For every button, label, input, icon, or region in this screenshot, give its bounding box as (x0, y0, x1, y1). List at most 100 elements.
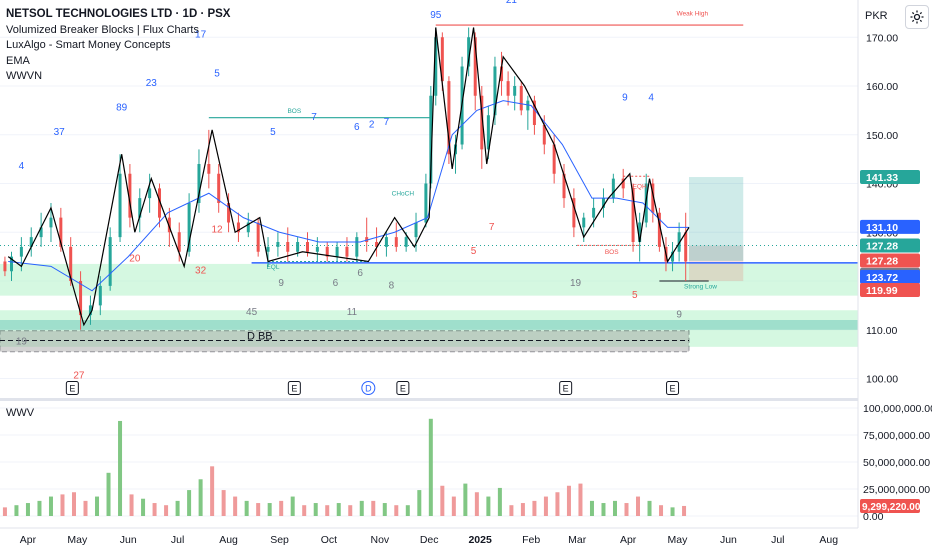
indicator-label[interactable]: WWVN (6, 70, 43, 82)
candle-body (236, 222, 240, 233)
candle-body (513, 86, 517, 96)
candle-body (365, 237, 369, 242)
candle-body (256, 222, 260, 252)
wave-label: 9 (676, 310, 682, 321)
chart-settings-button[interactable] (905, 5, 929, 29)
event-marker-box (65, 381, 79, 395)
candle-body (631, 188, 635, 242)
candle-body (532, 100, 536, 125)
event-marker: D (361, 381, 376, 395)
volume-bar (394, 505, 399, 516)
wave-label: 89 (116, 102, 128, 113)
price-tick-label: 170.00 (866, 32, 898, 44)
volume-bar (14, 505, 19, 516)
wave-label: 9 (622, 93, 628, 104)
candle-body (3, 261, 7, 272)
candle (227, 193, 231, 233)
candle (236, 212, 240, 242)
volume-bar (25, 503, 30, 516)
candle-body (375, 242, 379, 247)
wave-label: 27 (73, 371, 85, 382)
volume-pane-label[interactable]: WWV (6, 407, 35, 419)
candle-body (440, 37, 444, 82)
time-tick-label: Nov (371, 534, 390, 546)
volume-bar (313, 503, 318, 516)
candle (532, 95, 536, 135)
candle-body (148, 188, 152, 199)
wave-label: 32 (195, 266, 207, 277)
price-badge-bg (860, 170, 920, 185)
candle (39, 212, 43, 247)
time-tick-label: Jul (771, 534, 784, 546)
candle-body (79, 281, 83, 316)
candle (217, 164, 221, 213)
currency-label[interactable]: PKR (865, 10, 888, 22)
candle (10, 251, 14, 281)
event-marker-label: E (400, 384, 406, 394)
wave-label: 37 (54, 127, 66, 138)
volume-badge-bg (860, 498, 920, 513)
volume-bar (509, 505, 514, 516)
time-tick-label: Feb (522, 534, 540, 546)
candle (414, 212, 418, 252)
candle (552, 134, 556, 184)
volume-bar (60, 494, 65, 516)
candle-body (335, 246, 339, 257)
candle (500, 51, 504, 96)
candle-body (552, 144, 556, 174)
time-tick-label: Apr (20, 534, 37, 546)
price-badge-bg (860, 269, 920, 284)
wave-label: 19 (16, 336, 28, 347)
event-marker-label: D (365, 384, 372, 394)
volume-bar (405, 505, 410, 516)
candle (384, 232, 388, 257)
candle-body (506, 81, 510, 96)
time-tick-label: Jun (720, 534, 737, 546)
volume-bar (566, 485, 571, 516)
indicator-label[interactable]: EMA (6, 54, 30, 67)
candle-body (167, 217, 171, 233)
event-marker-box (287, 381, 301, 395)
volume-bar (359, 500, 364, 516)
candle-body (500, 66, 504, 82)
volume-bar (233, 496, 238, 516)
candle (335, 242, 339, 262)
time-tick-label: Jul (171, 534, 184, 546)
indicator-label[interactable]: Volumized Breaker Blocks | Flux Charts (6, 23, 199, 36)
volume-bar (555, 492, 560, 516)
zones-layer (0, 177, 858, 353)
zigzag-line (7, 27, 690, 327)
candle (108, 227, 112, 291)
volume-bar (589, 500, 594, 516)
candle (506, 71, 510, 106)
candle (158, 183, 162, 228)
candle-body (467, 37, 471, 67)
candle-body (657, 212, 661, 247)
candle (128, 164, 132, 228)
candle-body (414, 222, 418, 238)
wave-label: 6 (333, 278, 339, 289)
price-tick-label: 110.00 (866, 325, 897, 337)
candle-body (286, 242, 290, 252)
chart-legend: NETSOL TECHNOLOGIES LTD · 1D · PSX Volum… (6, 7, 230, 85)
volume-bar (325, 505, 330, 516)
symbol-title[interactable]: NETSOL TECHNOLOGIES LTD · 1D · PSX (6, 8, 231, 20)
indicator-label[interactable]: LuxAlgo - Smart Money Concepts (6, 39, 171, 51)
volume-bar (256, 503, 261, 516)
candle-body (296, 242, 300, 252)
candle-body (345, 246, 349, 257)
volume-bar (141, 498, 146, 516)
stop-zone (688, 260, 744, 282)
time-tick-label: Aug (219, 534, 238, 546)
wave-label: 5 (471, 246, 477, 257)
candle (657, 207, 661, 252)
volume-bar (71, 492, 76, 516)
candle-body (493, 66, 497, 116)
candle-body (227, 203, 231, 223)
candle (375, 227, 379, 257)
volume-bar (440, 485, 445, 516)
candle-body (526, 100, 530, 111)
candle (325, 242, 329, 262)
price-tick-label: 100.00 (866, 374, 898, 386)
